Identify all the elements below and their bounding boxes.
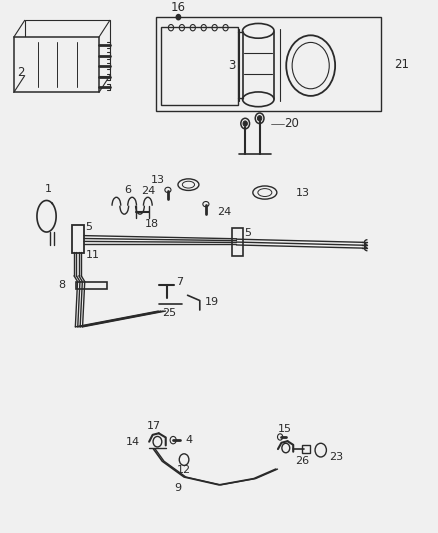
Text: 3: 3	[228, 59, 236, 71]
Text: 13: 13	[295, 188, 309, 198]
Bar	[76, 282, 107, 289]
Text: 5: 5	[85, 222, 92, 232]
Text: 2: 2	[17, 67, 25, 79]
Text: 5: 5	[244, 228, 251, 238]
Text: 12: 12	[177, 465, 191, 475]
Circle shape	[282, 443, 290, 453]
Text: 23: 23	[329, 452, 343, 462]
Circle shape	[170, 437, 176, 444]
Text: 18: 18	[145, 219, 159, 229]
Bar	[25, 20, 110, 76]
Ellipse shape	[165, 187, 171, 192]
Bar	[232, 228, 243, 256]
Circle shape	[153, 437, 162, 447]
Text: 25: 25	[162, 308, 176, 318]
Circle shape	[278, 434, 283, 440]
Circle shape	[179, 454, 189, 465]
Text: 9: 9	[174, 482, 181, 492]
Circle shape	[315, 443, 326, 457]
Text: 6: 6	[124, 185, 131, 195]
Circle shape	[255, 113, 264, 124]
Text: 4: 4	[185, 435, 193, 445]
Text: 11: 11	[86, 249, 100, 260]
Bar	[72, 225, 84, 253]
Text: 1: 1	[45, 184, 52, 194]
Text: 21: 21	[394, 58, 409, 71]
Text: 13: 13	[150, 175, 164, 185]
Text: 14: 14	[125, 437, 140, 447]
Bar	[302, 446, 310, 453]
Text: 7: 7	[176, 277, 184, 287]
Ellipse shape	[286, 35, 335, 96]
Circle shape	[241, 118, 250, 129]
Bar	[155, 17, 381, 111]
Text: 15: 15	[278, 424, 292, 434]
Bar	[161, 27, 238, 104]
Circle shape	[258, 116, 262, 121]
Text: 17: 17	[147, 421, 162, 431]
Text: 20: 20	[285, 117, 299, 130]
Ellipse shape	[253, 186, 277, 199]
Text: 16: 16	[171, 1, 186, 14]
Text: 24: 24	[141, 186, 155, 196]
Ellipse shape	[178, 179, 199, 190]
Text: 19: 19	[205, 297, 219, 307]
Text: 26: 26	[295, 456, 310, 466]
Ellipse shape	[203, 201, 209, 207]
Circle shape	[176, 14, 180, 20]
Text: 8: 8	[58, 280, 65, 290]
Text: 24: 24	[217, 207, 231, 217]
Circle shape	[243, 121, 247, 126]
Bar	[14, 37, 99, 92]
